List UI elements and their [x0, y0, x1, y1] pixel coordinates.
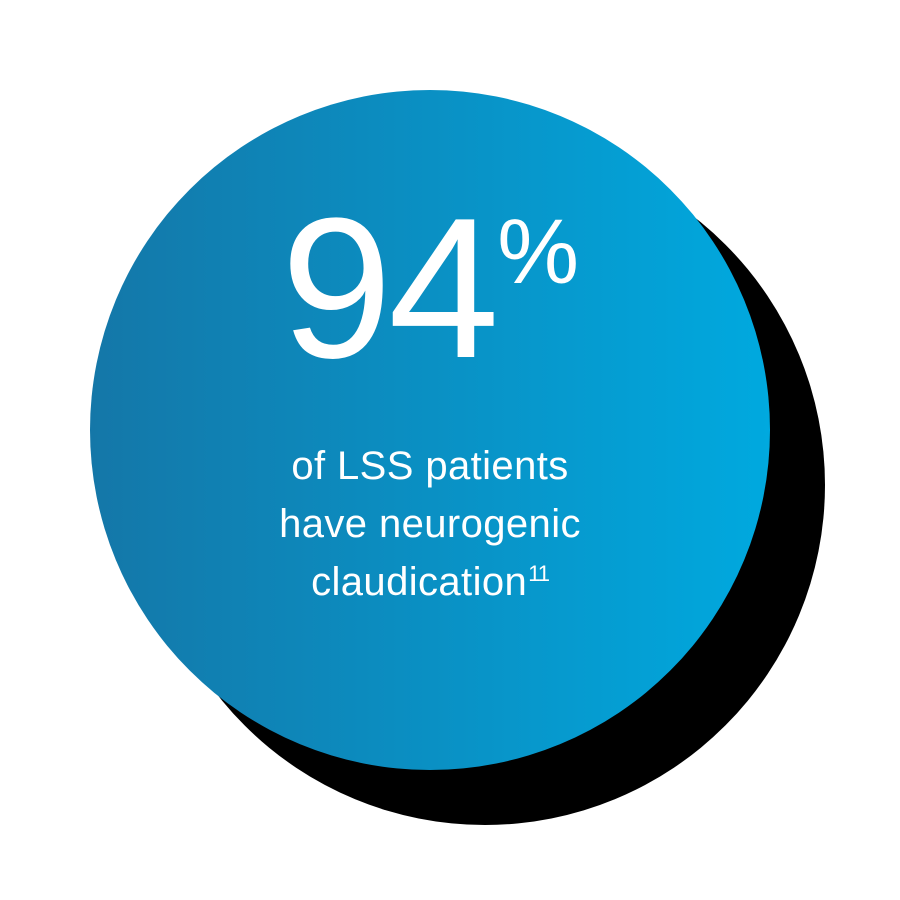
stat-circle: 94 % of LSS patientshave neurogenicclaud… [90, 90, 770, 770]
stat-unit: % [497, 206, 579, 298]
stat-description-line: claudication11 [279, 553, 581, 611]
stat-value: 94 [281, 189, 495, 389]
stat-number-row: 94 % [281, 189, 579, 389]
stat-description-line: have neurogenic [279, 495, 581, 553]
stat-description: of LSS patientshave neurogenicclaudicati… [279, 437, 581, 611]
stat-description-superscript: 11 [528, 561, 549, 586]
stat-description-line: of LSS patients [279, 437, 581, 495]
infographic-stage: 94 % of LSS patientshave neurogenicclaud… [0, 0, 900, 900]
